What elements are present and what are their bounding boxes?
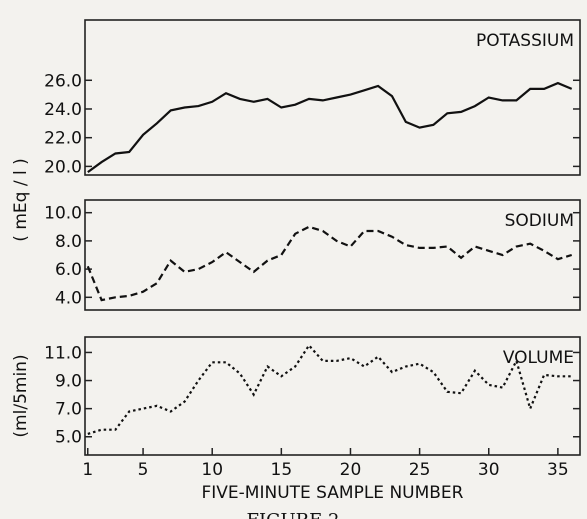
series-label: VOLUME	[503, 348, 574, 368]
y-axis-label: ( mEq / l )	[11, 158, 31, 241]
x-tick-label: 25	[409, 460, 431, 480]
y-axis-label: (ml/5min)	[11, 354, 31, 437]
plot-frame	[84, 336, 581, 456]
y-tick-label: 11.0	[44, 343, 82, 363]
x-tick-label: 15	[271, 460, 293, 480]
y-tick-label: 26.0	[44, 71, 82, 91]
y-tick-label: 5.0	[55, 428, 82, 448]
y-tick-label: 9.0	[55, 372, 82, 392]
y-tick-label: 10.0	[44, 204, 82, 224]
x-tick-label: 5	[138, 460, 149, 480]
y-tick-label: 8.0	[55, 232, 82, 252]
x-tick-label: 1	[82, 460, 93, 480]
y-tick-label: 4.0	[55, 288, 82, 308]
x-tick-label: 35	[547, 460, 569, 480]
data-line	[86, 225, 573, 302]
series-label: SODIUM	[505, 211, 574, 231]
data-line	[87, 81, 573, 173]
plot-frame	[84, 19, 581, 176]
plot-frame	[84, 199, 581, 311]
y-tick-label: 7.0	[55, 400, 82, 420]
y-tick-label: 22.0	[44, 129, 82, 149]
series-label: POTASSIUM	[476, 31, 574, 51]
x-tick-label: 20	[340, 460, 362, 480]
x-tick-label: 30	[478, 460, 500, 480]
caption: FIGURE 2	[246, 510, 339, 519]
data-line	[87, 343, 572, 435]
x-tick-label: 10	[201, 460, 223, 480]
y-tick-label: 6.0	[55, 260, 82, 280]
y-tick-label: 24.0	[44, 100, 82, 120]
x-axis-label: FIVE-MINUTE SAMPLE NUMBER	[202, 483, 464, 503]
y-tick-label: 20.0	[44, 157, 82, 177]
